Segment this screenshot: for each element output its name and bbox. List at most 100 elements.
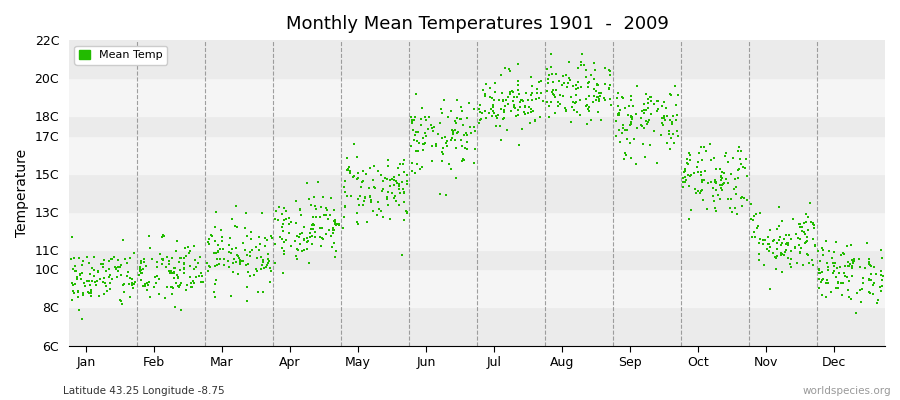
Point: [774, 242, 788, 249]
Point: [93, 276, 107, 282]
Point: [574, 84, 589, 91]
Point: [852, 286, 867, 293]
Point: [752, 240, 766, 246]
Point: [329, 221, 344, 227]
Point: [503, 90, 517, 97]
Point: [446, 130, 461, 137]
Point: [688, 190, 703, 196]
Point: [715, 175, 729, 181]
Point: [644, 111, 658, 118]
Point: [840, 274, 854, 280]
Point: [276, 221, 291, 227]
Point: [202, 236, 216, 242]
Point: [610, 112, 625, 118]
Point: [275, 228, 290, 234]
Point: [544, 51, 558, 58]
Point: [798, 210, 813, 217]
Point: [608, 118, 623, 124]
Point: [265, 235, 279, 242]
Point: [611, 112, 625, 118]
Point: [279, 208, 293, 214]
Point: [656, 114, 670, 121]
Point: [250, 268, 265, 274]
Point: [666, 131, 680, 138]
Point: [358, 195, 373, 201]
Point: [756, 237, 770, 243]
Point: [96, 261, 111, 267]
Point: [449, 96, 464, 103]
Point: [194, 270, 208, 276]
Point: [102, 266, 116, 272]
Point: [827, 268, 842, 275]
Point: [99, 283, 113, 290]
Point: [784, 256, 798, 262]
Point: [545, 79, 560, 85]
Point: [405, 119, 419, 125]
Point: [693, 190, 707, 196]
Point: [580, 84, 595, 90]
Point: [617, 156, 632, 162]
Point: [140, 287, 154, 294]
Point: [375, 188, 390, 194]
Point: [109, 265, 123, 272]
Point: [842, 278, 856, 284]
Point: [429, 141, 444, 148]
Point: [842, 263, 856, 269]
Point: [120, 260, 134, 266]
Point: [662, 131, 676, 138]
Point: [637, 125, 652, 131]
Point: [231, 253, 246, 260]
Point: [66, 266, 80, 272]
Point: [399, 208, 413, 214]
Point: [163, 270, 177, 276]
Point: [869, 271, 884, 278]
Point: [433, 190, 447, 197]
Point: [701, 180, 716, 186]
Point: [212, 255, 227, 262]
Point: [289, 220, 303, 226]
Point: [779, 240, 794, 246]
Point: [542, 114, 556, 120]
Point: [544, 64, 558, 70]
Point: [715, 169, 729, 175]
Point: [331, 221, 346, 228]
Point: [819, 238, 833, 244]
Point: [409, 132, 423, 138]
Point: [590, 81, 605, 88]
Point: [177, 270, 192, 276]
Point: [434, 106, 448, 112]
Point: [332, 222, 347, 228]
Point: [624, 113, 638, 120]
Point: [724, 171, 738, 178]
Point: [415, 105, 429, 112]
Point: [703, 140, 717, 147]
Point: [688, 170, 702, 176]
Point: [682, 183, 697, 189]
Point: [708, 176, 723, 183]
Point: [806, 221, 820, 228]
Point: [346, 172, 361, 179]
Point: [363, 193, 377, 199]
Point: [707, 155, 722, 161]
Point: [582, 108, 597, 114]
Point: [395, 160, 410, 167]
Point: [739, 156, 753, 162]
Point: [268, 240, 283, 247]
Point: [301, 237, 315, 244]
Point: [800, 214, 814, 220]
Point: [84, 287, 98, 294]
Point: [544, 71, 559, 78]
Point: [511, 60, 526, 67]
Point: [719, 150, 733, 157]
Point: [183, 273, 197, 280]
Point: [663, 116, 678, 123]
Point: [801, 252, 815, 258]
Point: [610, 110, 625, 117]
Point: [172, 284, 186, 290]
Point: [383, 182, 398, 189]
Point: [836, 280, 850, 286]
Point: [397, 190, 411, 196]
Point: [487, 110, 501, 116]
Point: [780, 240, 795, 246]
Point: [439, 140, 454, 146]
